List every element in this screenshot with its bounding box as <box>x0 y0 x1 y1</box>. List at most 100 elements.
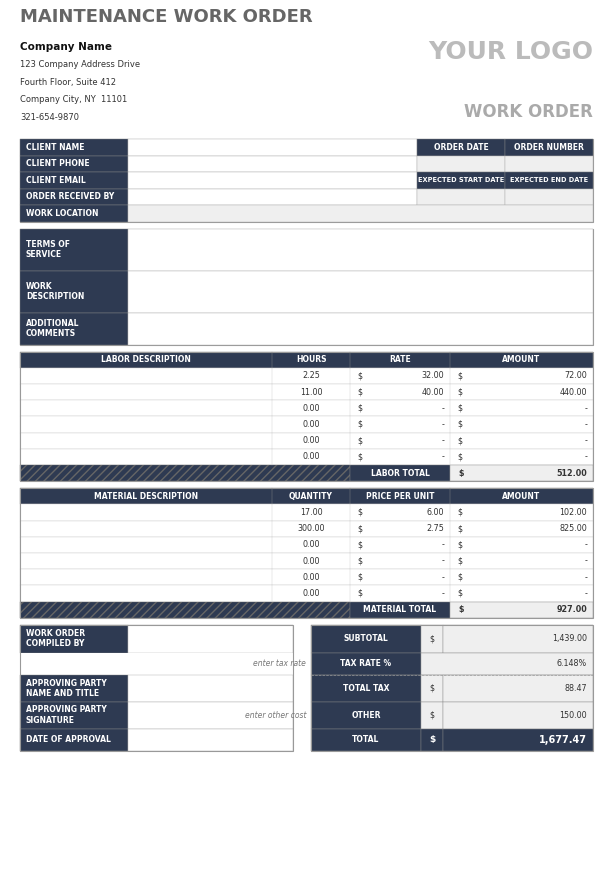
Bar <box>20 172 128 189</box>
Bar <box>20 416 593 432</box>
Text: 0.00: 0.00 <box>302 404 320 413</box>
Bar <box>20 449 593 465</box>
Text: -: - <box>584 404 587 413</box>
Bar <box>20 569 593 586</box>
Text: 512.00: 512.00 <box>556 468 587 477</box>
Text: -: - <box>441 420 444 429</box>
Text: 150.00: 150.00 <box>560 711 587 720</box>
Text: -: - <box>441 452 444 461</box>
Bar <box>417 172 505 189</box>
Text: -: - <box>584 420 587 429</box>
Bar <box>20 465 350 481</box>
Bar <box>20 537 593 553</box>
Text: 0.00: 0.00 <box>302 589 320 598</box>
Bar <box>20 553 593 569</box>
Text: 2.25: 2.25 <box>302 371 320 380</box>
Text: -: - <box>584 557 587 565</box>
Text: DATE OF APPROVAL: DATE OF APPROVAL <box>26 736 111 744</box>
Bar <box>311 653 421 675</box>
Bar <box>20 520 593 537</box>
Bar <box>20 352 593 368</box>
Text: 300.00: 300.00 <box>297 524 325 533</box>
Text: $: $ <box>457 404 462 413</box>
Text: $: $ <box>430 634 435 643</box>
Bar <box>20 228 593 345</box>
Text: -: - <box>584 436 587 445</box>
Bar <box>128 139 417 155</box>
Text: 11.00: 11.00 <box>300 387 322 397</box>
Text: $: $ <box>458 468 463 477</box>
Text: Fourth Floor, Suite 412: Fourth Floor, Suite 412 <box>20 78 116 86</box>
Text: EXPECTED START DATE: EXPECTED START DATE <box>418 177 504 183</box>
Bar <box>421 702 443 729</box>
Text: $: $ <box>357 524 362 533</box>
Bar <box>20 352 593 481</box>
Bar <box>421 675 443 702</box>
Text: enter other cost: enter other cost <box>245 711 306 720</box>
Text: $: $ <box>357 452 362 461</box>
Text: $: $ <box>357 557 362 565</box>
Bar <box>20 675 128 702</box>
Text: ORDER NUMBER: ORDER NUMBER <box>514 143 584 152</box>
Text: $: $ <box>457 524 462 533</box>
Bar <box>450 602 593 617</box>
Text: 0.00: 0.00 <box>302 420 320 429</box>
Text: YOUR LOGO: YOUR LOGO <box>428 40 593 64</box>
Text: OTHER: OTHER <box>351 711 381 720</box>
Text: WORK ORDER: WORK ORDER <box>464 103 593 121</box>
Bar <box>20 384 593 400</box>
Bar <box>20 505 593 520</box>
Text: MATERIAL DESCRIPTION: MATERIAL DESCRIPTION <box>94 491 198 501</box>
Bar <box>20 139 128 155</box>
Bar <box>128 228 593 271</box>
Bar <box>443 624 593 653</box>
Text: $: $ <box>357 572 362 582</box>
Text: 0.00: 0.00 <box>302 436 320 445</box>
Bar <box>421 729 443 751</box>
Text: $: $ <box>357 589 362 598</box>
Text: -: - <box>584 589 587 598</box>
Text: $: $ <box>457 436 462 445</box>
Bar <box>20 368 593 384</box>
Text: SUBTOTAL: SUBTOTAL <box>344 634 389 643</box>
Bar <box>20 189 128 205</box>
Text: AMOUNT: AMOUNT <box>503 355 541 364</box>
Bar <box>505 172 593 189</box>
Bar <box>417 155 505 172</box>
Text: $: $ <box>357 436 362 445</box>
Text: CLIENT EMAIL: CLIENT EMAIL <box>26 176 86 184</box>
Text: 0.00: 0.00 <box>302 572 320 582</box>
Text: PRICE PER UNIT: PRICE PER UNIT <box>366 491 434 501</box>
Bar <box>350 465 450 481</box>
Bar <box>421 624 443 653</box>
Text: APPROVING PARTY
NAME AND TITLE: APPROVING PARTY NAME AND TITLE <box>26 678 107 698</box>
Bar <box>128 675 293 702</box>
Text: 123 Company Address Drive: 123 Company Address Drive <box>20 60 140 69</box>
Text: RATE: RATE <box>389 355 411 364</box>
Text: QUANTITY: QUANTITY <box>289 491 333 501</box>
Bar <box>350 602 450 617</box>
Text: TAX RATE %: TAX RATE % <box>340 659 392 669</box>
Bar <box>128 205 593 221</box>
Text: -: - <box>584 452 587 461</box>
Bar <box>20 205 128 221</box>
Text: LABOR TOTAL: LABOR TOTAL <box>371 468 430 477</box>
Bar <box>417 189 505 205</box>
Bar <box>311 624 593 751</box>
Text: $: $ <box>457 508 462 517</box>
Text: 32.00: 32.00 <box>421 371 444 380</box>
Text: 17.00: 17.00 <box>300 508 322 517</box>
Bar <box>20 586 593 602</box>
Text: $: $ <box>357 371 362 380</box>
Bar <box>443 675 593 702</box>
Text: ORDER RECEIVED BY: ORDER RECEIVED BY <box>26 192 114 201</box>
Bar <box>20 624 293 751</box>
Text: 102.00: 102.00 <box>560 508 587 517</box>
Bar <box>20 155 128 172</box>
Text: -: - <box>441 557 444 565</box>
Bar <box>311 675 421 702</box>
Bar <box>20 139 593 221</box>
Bar <box>20 624 128 653</box>
Text: -: - <box>441 436 444 445</box>
Text: -: - <box>584 541 587 549</box>
